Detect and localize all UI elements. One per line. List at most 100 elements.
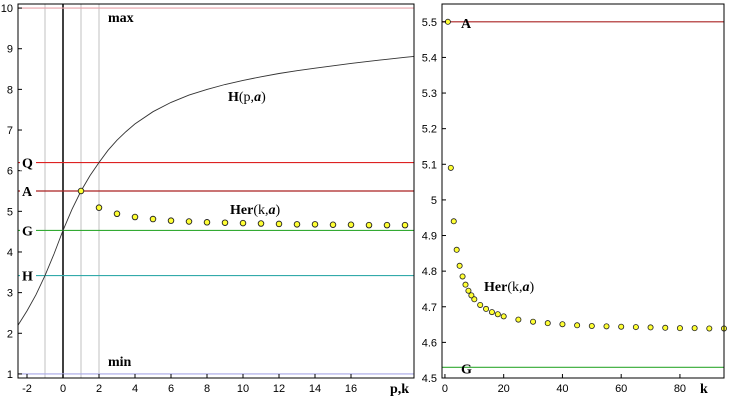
- x-axis-label: p,k: [390, 382, 409, 397]
- points-Her-label: Her(k,a): [484, 280, 535, 295]
- point-Her: [293, 221, 301, 228]
- label-Q: Q: [22, 157, 33, 172]
- x-tick-label: 60: [615, 383, 627, 395]
- point-Her: [500, 313, 507, 320]
- x-tick-label: 4: [132, 383, 138, 395]
- x-tick-label: 0: [442, 383, 448, 395]
- point-Her: [257, 220, 265, 227]
- label-A: A: [22, 185, 33, 200]
- point-Her: [488, 309, 495, 316]
- point-Her: [167, 217, 175, 224]
- y-tick-label: 3: [7, 288, 13, 300]
- y-tick-label: 9: [7, 44, 13, 56]
- x-tick-label: 20: [498, 383, 510, 395]
- label-bg-G: [20, 222, 36, 239]
- point-Her: [468, 292, 475, 299]
- point-Her: [347, 221, 355, 228]
- y-tick-label: 7: [7, 125, 13, 137]
- y-tick-label: 4: [7, 247, 13, 259]
- x-tick-label: 80: [674, 383, 686, 395]
- label-bg-A: [20, 183, 36, 199]
- point-Her: [365, 221, 373, 229]
- point-Her: [559, 321, 566, 328]
- x-tick-label: 40: [556, 383, 568, 395]
- curve-H: [17, 55, 415, 326]
- point-Her: [329, 221, 337, 228]
- point-Her: [447, 164, 454, 171]
- y-tick-label: 4.5: [422, 373, 437, 385]
- point-Her: [618, 323, 625, 330]
- x-tick-label: 6: [168, 383, 174, 395]
- point-Her: [239, 219, 247, 227]
- point-Her: [453, 246, 460, 253]
- label-max: max: [108, 11, 134, 26]
- point-Her: [450, 218, 457, 225]
- points-Her-label: Her(k,a): [230, 203, 281, 218]
- point-Her: [203, 219, 211, 226]
- y-tick-label: 4.9: [422, 231, 437, 243]
- point-Her: [494, 311, 501, 318]
- point-Her: [185, 218, 193, 225]
- y-tick-label: 2: [7, 328, 13, 340]
- label-A: A: [461, 17, 472, 32]
- point-Her: [603, 323, 610, 330]
- point-Her: [588, 322, 595, 329]
- label-H: H: [22, 270, 33, 285]
- x-tick-label: 8: [204, 383, 210, 395]
- point-Her: [444, 18, 451, 25]
- x-axis-label: k: [700, 382, 708, 397]
- chart-left: -2 0 2 4 6 8 10 12 14 1612345678910p,kmaxminQAGHH…: [1, 3, 415, 397]
- point-Her: [515, 316, 522, 323]
- point-Her: [131, 213, 139, 221]
- y-tick-label: 4.6: [422, 337, 437, 349]
- point-Her: [275, 220, 283, 228]
- point-Her: [676, 325, 683, 332]
- y-tick-label: 1: [7, 369, 13, 381]
- y-tick-label: 5: [431, 195, 437, 207]
- label-G: G: [461, 362, 472, 377]
- y-tick-label: 4.8: [422, 266, 437, 278]
- point-Her: [691, 325, 698, 332]
- point-Her: [456, 262, 463, 269]
- curve-H-label: H(p,a): [228, 90, 266, 105]
- y-tick-label: 5.4: [422, 52, 437, 64]
- point-Her: [77, 187, 85, 195]
- point-Her: [544, 320, 551, 327]
- x-tick-label: 2: [96, 383, 102, 395]
- point-Her: [149, 215, 157, 223]
- point-Her: [662, 324, 669, 331]
- point-Her: [113, 210, 121, 218]
- plot-frame: [17, 3, 415, 379]
- point-Her: [459, 273, 466, 280]
- label-G: G: [22, 224, 33, 239]
- x-tick-label: 0: [60, 383, 66, 395]
- plot-area: [442, 4, 724, 378]
- point-Her: [401, 221, 409, 229]
- chart-right: 0 20 40 60 80 4.5 4.6 4.7 4.8 4.9 5 5.1 5.2 5.3 5.4 5.5…: [422, 3, 728, 397]
- point-Her: [311, 221, 319, 228]
- y-tick-label: 5: [7, 206, 13, 218]
- x-tick-label: 12: [273, 383, 285, 395]
- y-tick-label: 4.7: [422, 302, 437, 314]
- point-Her: [462, 281, 469, 288]
- x-tick-label: 16: [345, 383, 357, 395]
- label-min: min: [108, 355, 132, 370]
- point-Her: [221, 219, 229, 226]
- x-tick-label: 14: [309, 383, 321, 395]
- plot-frame: [441, 3, 725, 379]
- point-Her: [465, 287, 472, 294]
- point-Her: [706, 325, 713, 332]
- point-Her: [471, 296, 478, 303]
- point-Her: [574, 322, 581, 329]
- y-tick-label: 5.3: [422, 88, 437, 100]
- y-tick-label: 5.5: [422, 17, 437, 29]
- point-Her: [530, 318, 537, 325]
- x-tick-label: -2: [22, 383, 32, 395]
- label-bg-Q: [20, 154, 36, 171]
- label-bg-H: [20, 267, 36, 284]
- point-Her: [383, 221, 391, 229]
- point-Her: [483, 305, 490, 312]
- y-tick-label: 5.2: [422, 124, 437, 136]
- y-tick-label: 8: [7, 84, 13, 96]
